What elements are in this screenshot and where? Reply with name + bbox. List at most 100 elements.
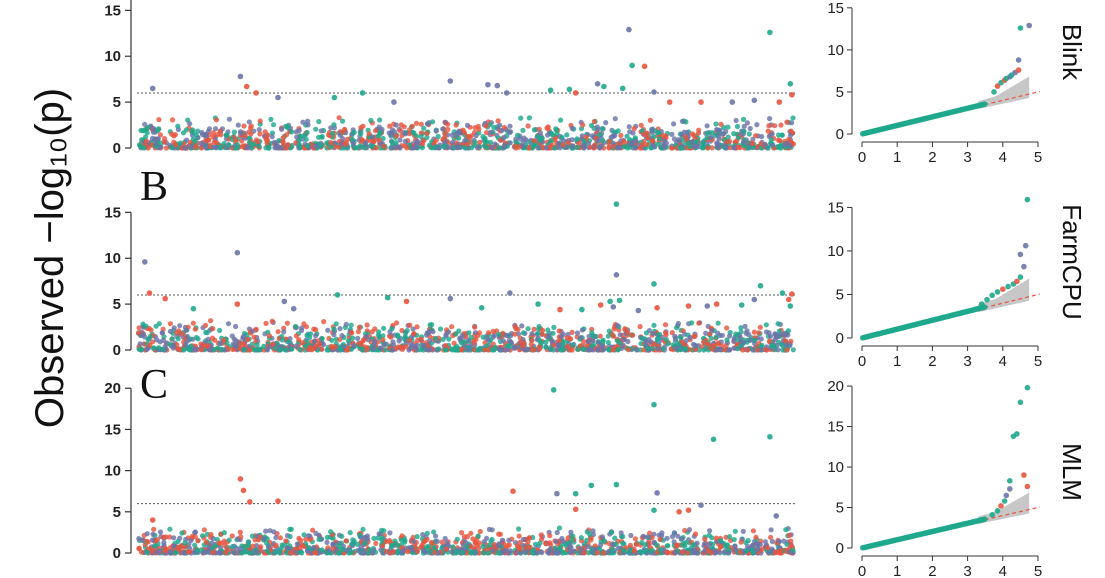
significant-snp <box>557 306 563 313</box>
snp-point <box>296 127 302 134</box>
snp-point <box>637 324 643 330</box>
snp-point <box>740 347 746 353</box>
snp-point <box>677 145 683 151</box>
snp-point <box>662 330 669 336</box>
snp-point <box>235 122 241 128</box>
snp-point <box>226 116 232 122</box>
snp-point <box>230 543 236 550</box>
snp-point <box>516 526 522 532</box>
snp-point <box>337 326 343 332</box>
snp-point <box>187 139 193 146</box>
snp-point <box>363 140 369 146</box>
snp-point <box>638 122 644 128</box>
snp-point <box>778 122 784 128</box>
y-tick-label: 15 <box>104 421 121 438</box>
qq-y-tick-label: 5 <box>836 286 844 303</box>
significant-snp <box>240 487 247 494</box>
snp-point <box>245 145 251 151</box>
panel-letter-b: B <box>140 164 168 210</box>
snp-point <box>355 541 361 548</box>
snp-point <box>512 324 518 330</box>
snp-point <box>268 116 274 122</box>
snp-point <box>157 548 163 554</box>
snp-point <box>181 550 187 556</box>
snp-point <box>590 333 596 339</box>
snp-point <box>331 326 337 332</box>
snp-point <box>401 124 407 130</box>
snp-point <box>681 129 687 135</box>
qq-x-tick-label: 3 <box>963 149 971 166</box>
snp-point <box>788 538 794 544</box>
significant-snp <box>751 97 758 104</box>
snp-point <box>190 320 196 326</box>
snp-point <box>705 130 711 136</box>
snp-point <box>704 135 710 141</box>
snp-point <box>560 142 566 148</box>
snp-point <box>223 550 229 556</box>
qq-tail-point <box>1026 22 1032 29</box>
snp-point <box>657 331 663 338</box>
significant-snp <box>651 89 657 95</box>
snp-point <box>294 134 300 140</box>
snp-point <box>442 134 448 140</box>
significant-snp <box>275 94 281 101</box>
snp-point <box>705 145 711 151</box>
qq-tail-point <box>1017 274 1024 280</box>
snp-point <box>296 141 302 147</box>
snp-point <box>414 534 420 540</box>
snp-point <box>620 138 627 144</box>
snp-point <box>695 130 702 136</box>
snp-point <box>783 527 789 533</box>
snp-point <box>266 333 273 339</box>
snp-point <box>313 333 319 339</box>
snp-point <box>512 143 518 149</box>
snp-point <box>304 143 310 149</box>
significant-snp <box>767 434 773 440</box>
y-tick-label: 5 <box>113 296 121 313</box>
snp-point <box>263 320 269 326</box>
snp-point <box>311 544 317 551</box>
snp-point <box>699 145 706 151</box>
snp-point <box>150 129 156 135</box>
snp-point <box>145 124 151 130</box>
snp-point <box>579 327 585 333</box>
snp-point <box>574 144 580 150</box>
snp-point <box>776 538 782 545</box>
snp-point <box>366 131 372 137</box>
significant-snp <box>275 498 281 504</box>
snp-point <box>161 136 168 142</box>
snp-point <box>650 142 656 148</box>
snp-point <box>449 549 455 555</box>
qq-tail-point <box>1024 483 1031 490</box>
snp-point <box>754 122 760 128</box>
qq-tail-point <box>1014 278 1020 285</box>
snp-point <box>651 341 658 347</box>
snp-point <box>238 546 244 552</box>
snp-point <box>737 549 743 555</box>
snp-point <box>360 123 366 129</box>
snp-point <box>664 535 670 541</box>
snp-point <box>554 529 560 536</box>
snp-point <box>499 537 506 543</box>
snp-point <box>466 330 472 336</box>
snp-point <box>569 143 576 149</box>
snp-point <box>567 550 573 556</box>
snp-point <box>790 115 796 121</box>
snp-point <box>321 319 327 325</box>
snp-point <box>488 139 494 146</box>
significant-snp <box>572 506 579 513</box>
snp-point <box>293 323 299 330</box>
snp-point <box>578 535 585 541</box>
snp-point <box>581 144 587 150</box>
snp-point <box>430 145 436 151</box>
snp-point <box>586 338 592 345</box>
snp-point <box>520 330 527 336</box>
significant-snp <box>613 481 620 488</box>
snp-point <box>489 145 495 151</box>
snp-point <box>664 543 670 549</box>
significant-snp <box>738 302 745 308</box>
snp-point <box>328 140 334 146</box>
snp-point <box>245 542 251 549</box>
snp-point <box>329 345 335 351</box>
snp-point <box>703 330 709 336</box>
